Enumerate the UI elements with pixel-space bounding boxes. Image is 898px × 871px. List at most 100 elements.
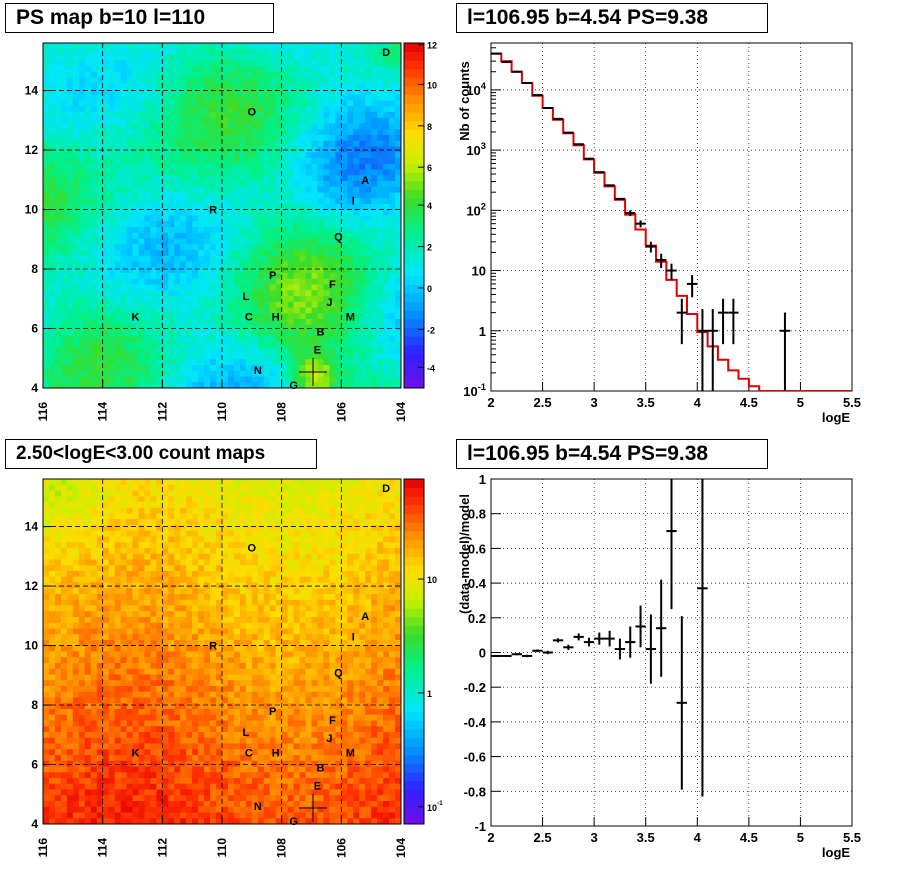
spec-plot-area <box>491 52 852 391</box>
spec-x-tick-label: 5 <box>797 395 804 410</box>
colorbar-cell <box>404 379 424 389</box>
source-label-E: E <box>314 344 321 356</box>
resid-x-tick-label: 3.5 <box>637 830 655 845</box>
map-y-tick-label: 10 <box>25 203 39 217</box>
source-label-F: F <box>329 279 336 291</box>
colorbar-cell <box>404 310 424 320</box>
title-count-map: 2.50<logE<3.00 count maps <box>5 439 317 469</box>
source-label-D: D <box>382 47 390 59</box>
spec-x-tick-label: 2 <box>487 395 494 410</box>
colorbar-cell <box>404 599 424 609</box>
colorbar-tick-label: -2 <box>427 325 435 335</box>
colorbar-cell <box>404 51 424 61</box>
resid-x-axis-label: logE <box>822 845 850 860</box>
colorbar-cell <box>404 362 424 372</box>
source-label-J: J <box>326 733 332 745</box>
colorbar-cell <box>404 232 424 242</box>
colorbar-cell <box>404 370 424 380</box>
resid-plot-area <box>491 479 708 797</box>
spec-x-tick-label: 4.5 <box>740 395 758 410</box>
source-label-D: D <box>382 483 390 495</box>
resid-y-tick-label: -0.8 <box>464 784 486 799</box>
colorbar-cell <box>404 267 424 277</box>
colorbar-cell <box>404 301 424 311</box>
colorbar-tick-label: 6 <box>427 163 432 173</box>
map-y-tick-label: 8 <box>31 262 38 276</box>
colorbar-cell <box>404 86 424 96</box>
colorbar-cell <box>404 319 424 329</box>
map-x-tick-label: 108 <box>275 838 289 858</box>
colorbar-cell <box>404 68 424 78</box>
source-label-G: G <box>289 816 298 828</box>
source-label-L: L <box>242 727 249 739</box>
map-y-tick-label: 14 <box>25 520 39 534</box>
spec-y-tick-label: 10 <box>472 264 486 279</box>
map-y-tick-label: 14 <box>25 84 39 98</box>
colorbar-cell <box>404 686 424 696</box>
map-y-tick-label: 8 <box>31 698 38 712</box>
colorbar-cell <box>404 353 424 363</box>
source-label-B: B <box>316 326 324 338</box>
source-label-E: E <box>314 780 321 792</box>
colorbar-cell <box>404 625 424 635</box>
ps-map-heatmap <box>43 43 402 389</box>
colorbar-cell <box>404 275 424 285</box>
map-x-tick-label: 116 <box>36 838 50 858</box>
map-x-tick-label: 106 <box>334 402 348 422</box>
source-label-C: C <box>245 748 253 760</box>
source-label-N: N <box>254 801 262 813</box>
source-label-J: J <box>326 297 332 309</box>
source-label-M: M <box>346 748 355 760</box>
colorbar-cell <box>404 720 424 730</box>
colorbar-cell <box>404 746 424 756</box>
colorbar-cell <box>404 660 424 670</box>
source-label-I: I <box>352 196 355 208</box>
colorbar-cell <box>404 60 424 70</box>
colorbar-cell <box>404 284 424 294</box>
colorbar-tick-label: 12 <box>427 41 437 51</box>
map-x-tick-label: 112 <box>155 402 169 422</box>
colorbar-cell <box>404 513 424 523</box>
colorbar-cell <box>404 496 424 506</box>
map-x-tick-label: 104 <box>394 838 408 858</box>
colorbar-cell <box>404 539 424 549</box>
spec-x-tick-label: 2.5 <box>534 395 552 410</box>
colorbar-cell <box>404 250 424 260</box>
map-y-tick-label: 10 <box>25 639 39 653</box>
map-x-tick-label: 110 <box>215 838 229 858</box>
resid-y-tick-label: 1 <box>479 472 486 487</box>
source-label-O: O <box>248 542 257 554</box>
source-label-H: H <box>272 312 280 324</box>
map-frame <box>42 478 402 825</box>
source-label-C: C <box>245 312 253 324</box>
source-label-L: L <box>242 291 249 303</box>
colorbar-cell <box>404 94 424 104</box>
colorbar-cell <box>404 608 424 618</box>
colorbar-cell <box>404 806 424 816</box>
spec-x-tick-label: 3.5 <box>637 395 655 410</box>
resid-y-tick-label: -0.6 <box>464 750 486 765</box>
colorbar-cell <box>404 651 424 661</box>
colorbar-cell <box>404 181 424 191</box>
colorbar-cell <box>404 617 424 627</box>
colorbar-cell <box>404 129 424 139</box>
colorbar-cell <box>404 780 424 790</box>
colorbar-tick-label: 0 <box>427 284 432 294</box>
resid-y-tick-label: 0.2 <box>468 611 486 626</box>
colorbar-cell <box>404 711 424 721</box>
map-y-tick-label: 4 <box>31 381 38 395</box>
resid-x-tick-label: 4.5 <box>740 830 758 845</box>
colorbar-cell <box>404 668 424 678</box>
source-label-A: A <box>361 611 369 623</box>
source-label-O: O <box>248 106 257 118</box>
colorbar-cell <box>404 120 424 130</box>
colorbar-cell <box>404 565 424 575</box>
colorbar-cell <box>404 582 424 592</box>
colorbar-cell <box>404 591 424 601</box>
colorbar-cell <box>404 241 424 251</box>
spec-y-axis-label: Nb of counts <box>457 61 472 140</box>
resid-y-tick-label: -0.4 <box>464 715 487 730</box>
resid-y-tick-label: 0.4 <box>468 576 487 591</box>
resid-x-tick-label: 5.5 <box>843 830 861 845</box>
